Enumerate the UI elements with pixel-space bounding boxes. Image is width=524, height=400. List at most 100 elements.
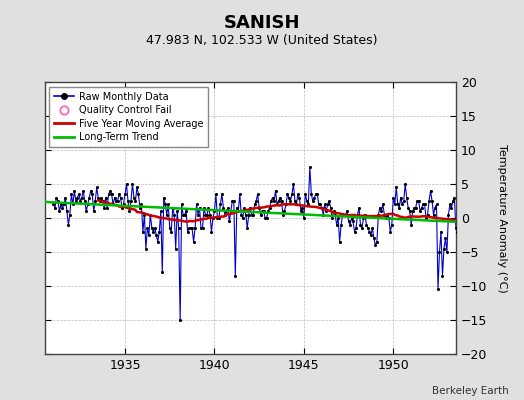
Point bbox=[149, 228, 158, 235]
Point bbox=[323, 201, 332, 208]
Point bbox=[178, 201, 186, 208]
Point bbox=[121, 191, 129, 197]
Point bbox=[446, 201, 454, 208]
Point bbox=[154, 238, 162, 245]
Point bbox=[358, 225, 366, 231]
Point bbox=[335, 238, 344, 245]
Point bbox=[81, 198, 89, 204]
Point bbox=[310, 194, 319, 201]
Point bbox=[291, 198, 299, 204]
Point bbox=[316, 201, 324, 208]
Point bbox=[373, 238, 381, 245]
Point bbox=[91, 198, 100, 204]
Point bbox=[279, 211, 287, 218]
Point bbox=[170, 211, 178, 218]
Point bbox=[495, 222, 503, 228]
Point bbox=[88, 191, 96, 197]
Point bbox=[392, 184, 400, 191]
Point bbox=[158, 269, 167, 276]
Point bbox=[328, 215, 336, 221]
Point bbox=[228, 198, 236, 204]
Point bbox=[413, 198, 421, 204]
Point bbox=[54, 198, 62, 204]
Point bbox=[61, 194, 70, 201]
Point bbox=[150, 225, 159, 231]
Point bbox=[119, 201, 128, 208]
Point bbox=[164, 201, 172, 208]
Point bbox=[337, 222, 345, 228]
Point bbox=[233, 205, 241, 211]
Point bbox=[100, 205, 108, 211]
Point bbox=[383, 211, 391, 218]
Point bbox=[388, 222, 396, 228]
Point bbox=[295, 194, 303, 201]
Point bbox=[113, 198, 122, 204]
Point bbox=[477, 228, 485, 235]
Point bbox=[55, 208, 63, 214]
Point bbox=[409, 208, 417, 214]
Point bbox=[51, 205, 59, 211]
Point bbox=[318, 205, 326, 211]
Point bbox=[258, 208, 266, 214]
Point bbox=[380, 211, 388, 218]
Point bbox=[325, 198, 333, 204]
Point bbox=[313, 191, 321, 197]
Point bbox=[457, 228, 466, 235]
Point bbox=[210, 208, 219, 214]
Point bbox=[437, 228, 445, 235]
Point bbox=[339, 211, 347, 218]
Point bbox=[423, 211, 432, 218]
Point bbox=[171, 245, 180, 252]
Point bbox=[407, 222, 416, 228]
Point bbox=[319, 211, 328, 218]
Point bbox=[252, 198, 260, 204]
Point bbox=[381, 215, 390, 221]
Point bbox=[118, 205, 126, 211]
Point bbox=[95, 198, 104, 204]
Point bbox=[443, 249, 451, 255]
Point bbox=[125, 208, 134, 214]
Point bbox=[189, 238, 198, 245]
Point bbox=[440, 245, 448, 252]
Point bbox=[410, 205, 418, 211]
Point bbox=[453, 228, 462, 235]
Point bbox=[103, 205, 111, 211]
Point bbox=[128, 181, 137, 187]
Point bbox=[273, 201, 281, 208]
Point bbox=[282, 201, 290, 208]
Point bbox=[78, 194, 86, 201]
Point bbox=[155, 228, 163, 235]
Point bbox=[449, 198, 457, 204]
Point bbox=[352, 225, 360, 231]
Point bbox=[280, 208, 289, 214]
Point bbox=[208, 228, 216, 235]
Point bbox=[222, 208, 231, 214]
Point bbox=[183, 228, 192, 235]
Point bbox=[216, 201, 225, 208]
Point bbox=[420, 201, 429, 208]
Point bbox=[192, 201, 201, 208]
Point bbox=[390, 201, 399, 208]
Point bbox=[104, 191, 113, 197]
Point bbox=[83, 201, 92, 208]
Point bbox=[322, 208, 331, 214]
Point bbox=[255, 205, 264, 211]
Point bbox=[473, 232, 481, 238]
Point bbox=[402, 194, 411, 201]
Point bbox=[90, 208, 98, 214]
Point bbox=[201, 211, 210, 218]
Text: Berkeley Earth: Berkeley Earth bbox=[432, 386, 508, 396]
Point bbox=[194, 211, 202, 218]
Point bbox=[435, 249, 444, 255]
Point bbox=[314, 201, 323, 208]
Point bbox=[294, 191, 302, 197]
Point bbox=[404, 205, 412, 211]
Point bbox=[361, 211, 369, 218]
Point bbox=[79, 188, 88, 194]
Point bbox=[427, 188, 435, 194]
Point bbox=[340, 211, 348, 218]
Point bbox=[261, 215, 269, 221]
Point bbox=[109, 201, 117, 208]
Point bbox=[52, 194, 61, 201]
Point bbox=[364, 225, 372, 231]
